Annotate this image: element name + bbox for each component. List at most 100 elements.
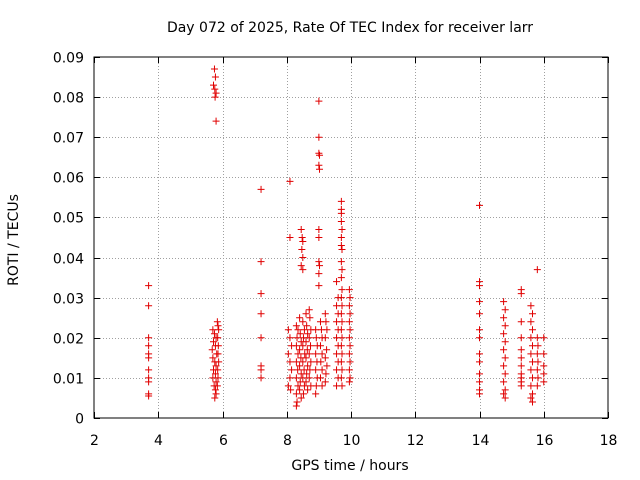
data-point xyxy=(501,306,509,314)
data-point xyxy=(321,354,329,362)
data-point xyxy=(292,358,300,366)
data-point xyxy=(213,318,221,326)
data-point xyxy=(316,151,324,159)
data-point xyxy=(294,382,302,390)
data-point xyxy=(534,342,542,350)
data-point xyxy=(337,342,345,350)
data-point xyxy=(501,394,509,402)
data-point xyxy=(338,318,346,326)
data-point xyxy=(517,382,525,390)
data-point xyxy=(338,246,346,254)
data-point xyxy=(297,394,305,402)
grid-lines xyxy=(94,57,608,418)
data-point xyxy=(299,238,307,246)
data-point xyxy=(213,382,221,390)
data-point xyxy=(300,326,308,334)
data-point xyxy=(214,334,222,342)
data-point xyxy=(296,386,304,394)
data-point xyxy=(318,350,326,358)
data-point xyxy=(304,386,312,394)
data-point xyxy=(318,366,326,374)
data-point xyxy=(284,382,292,390)
data-point xyxy=(215,326,223,334)
data-point xyxy=(299,318,307,326)
data-point xyxy=(210,81,218,89)
data-point xyxy=(337,274,345,282)
data-point xyxy=(284,350,292,358)
data-point xyxy=(338,334,346,342)
x-tick-label: 10 xyxy=(343,433,361,449)
x-tick-label: 4 xyxy=(154,433,163,449)
data-point xyxy=(517,334,525,342)
data-point xyxy=(500,314,508,322)
data-point xyxy=(337,217,345,225)
y-tick-label: 0 xyxy=(75,412,84,428)
data-point xyxy=(299,266,307,274)
data-point xyxy=(316,262,324,270)
data-point xyxy=(210,338,218,346)
data-point xyxy=(517,346,525,354)
data-point xyxy=(304,362,312,370)
data-point xyxy=(298,234,306,241)
data-point xyxy=(533,382,541,390)
data-point xyxy=(346,374,354,382)
x-tick-label: 16 xyxy=(536,433,554,449)
data-point xyxy=(346,342,354,350)
data-point xyxy=(345,366,353,374)
y-tick-label: 0.04 xyxy=(53,252,84,268)
data-point xyxy=(297,225,305,233)
data-point xyxy=(286,374,294,382)
data-point xyxy=(337,326,345,334)
data-point xyxy=(501,354,509,362)
data-point xyxy=(303,370,311,378)
data-point xyxy=(517,318,525,326)
data-point xyxy=(209,354,217,362)
data-point xyxy=(303,322,311,330)
data-point xyxy=(306,314,314,322)
data-point xyxy=(294,350,302,358)
data-point xyxy=(476,326,483,334)
data-point xyxy=(257,334,265,342)
data-point xyxy=(323,346,331,354)
data-point xyxy=(529,390,537,398)
data-point xyxy=(321,378,329,386)
data-point xyxy=(346,326,354,334)
data-point xyxy=(298,246,306,254)
data-point xyxy=(214,322,222,330)
data-point xyxy=(540,378,548,386)
y-tick-label: 0.09 xyxy=(53,51,84,67)
data-point xyxy=(305,306,313,314)
data-point xyxy=(214,350,222,358)
data-point xyxy=(293,334,301,342)
data-point xyxy=(212,362,220,370)
x-tick-label: 2 xyxy=(90,433,99,449)
data-point xyxy=(145,392,153,400)
data-point xyxy=(500,298,508,306)
data-point xyxy=(345,334,353,342)
data-point xyxy=(476,378,483,386)
axis-ticks: 0 0.01 0.02 0.03 0.04 0.05 0.06 0.07 0.08 0.09 2 4 6… xyxy=(53,51,618,450)
data-point xyxy=(257,374,265,382)
data-point xyxy=(294,366,302,374)
data-point xyxy=(315,133,323,141)
data-point xyxy=(527,366,535,374)
data-point xyxy=(211,386,219,394)
data-point xyxy=(476,334,483,342)
data-point xyxy=(476,201,483,209)
data-point xyxy=(210,330,218,338)
data-point xyxy=(527,302,535,310)
data-point xyxy=(476,350,483,358)
x-tick-label: 18 xyxy=(600,433,618,449)
data-point xyxy=(517,362,525,370)
data-point xyxy=(316,342,324,350)
data-point xyxy=(286,177,294,185)
data-point xyxy=(296,362,304,370)
data-points xyxy=(145,65,548,410)
data-point xyxy=(338,286,346,294)
data-point xyxy=(345,286,353,294)
data-point xyxy=(307,358,315,366)
data-point xyxy=(337,197,345,205)
data-point xyxy=(540,370,548,378)
data-point xyxy=(476,370,483,378)
